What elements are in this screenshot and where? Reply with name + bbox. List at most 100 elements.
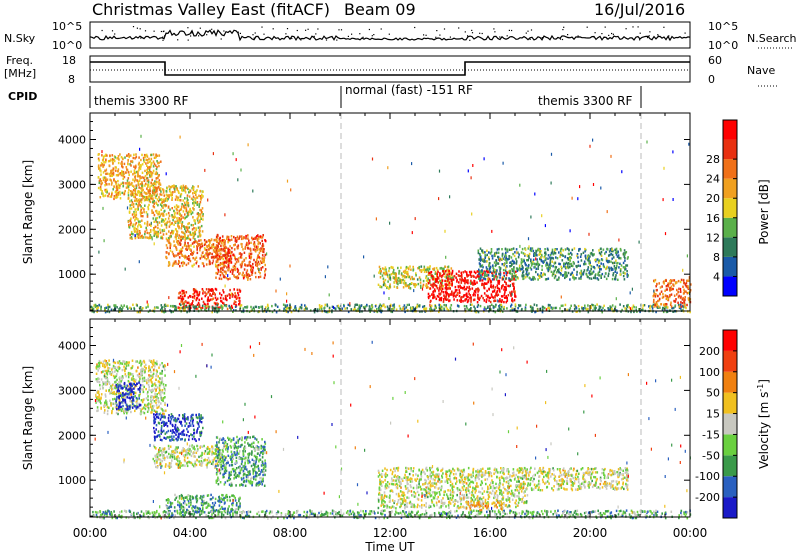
power-cell (178, 199, 181, 202)
power-cell (569, 307, 572, 310)
power-cell (434, 307, 437, 310)
power-cell (641, 307, 644, 310)
power-cell (453, 294, 456, 297)
velocity-cell (146, 392, 149, 395)
power-cell (111, 169, 114, 172)
power-cell (380, 307, 382, 310)
power-cell (110, 183, 113, 186)
power-cell (413, 282, 415, 286)
power-cell (489, 262, 491, 265)
power-cell (162, 220, 165, 223)
power-cell (447, 265, 450, 268)
power-cell (220, 293, 223, 297)
power-cell (480, 265, 482, 268)
power-cell (211, 310, 213, 314)
power-cell (114, 166, 117, 169)
power-cell (102, 165, 104, 168)
power-cell (197, 221, 200, 224)
power-cell (171, 216, 174, 219)
power-cell (340, 308, 343, 311)
power-cell (519, 183, 521, 187)
power-cell (144, 204, 146, 207)
power-cell (123, 304, 125, 307)
power-cell (105, 158, 107, 161)
power-cell (473, 298, 476, 301)
power-cell (666, 295, 668, 298)
velocity-cell (112, 387, 114, 390)
power-cell (478, 289, 480, 292)
power-cell (148, 198, 151, 201)
power-cell (492, 286, 495, 289)
power-cell (207, 296, 209, 299)
power-cell (195, 307, 198, 310)
power-cell (446, 273, 449, 276)
power-cell (474, 307, 476, 310)
power-cell (387, 166, 389, 170)
power-cell (530, 268, 533, 271)
power-cell (125, 171, 127, 174)
power-cell (97, 153, 100, 156)
power-cell (669, 282, 671, 285)
power-cell (137, 191, 140, 194)
power-cell (318, 304, 321, 307)
power-cell (145, 228, 148, 232)
power-cell (198, 298, 201, 302)
power-cell (497, 251, 500, 254)
power-cell (138, 202, 140, 205)
power-cell (537, 265, 540, 268)
power-cell (139, 220, 141, 223)
power-cell (216, 260, 219, 263)
power-cell (481, 273, 484, 276)
power-cell (156, 233, 159, 236)
power-cell (528, 256, 530, 260)
power-cell (225, 270, 227, 273)
power-cell (665, 279, 667, 282)
power-cell (686, 279, 688, 282)
power-cell (489, 267, 492, 270)
power-cell (241, 273, 244, 277)
power-cell (134, 191, 137, 194)
power-cell (160, 160, 162, 163)
power-cell (427, 268, 429, 271)
power-cell (108, 183, 110, 186)
power-cell (141, 187, 143, 190)
power-cell (155, 188, 157, 191)
power-cell (373, 274, 375, 278)
power-cell (546, 267, 548, 270)
power-cell (550, 264, 552, 267)
power-cell (174, 308, 176, 311)
power-cell (194, 232, 197, 236)
power-cell (192, 208, 195, 211)
power-cell (290, 188, 292, 192)
power-cell (159, 187, 162, 190)
power-cell (199, 246, 201, 250)
power-cell (161, 218, 163, 221)
power-cell (178, 234, 180, 237)
power-cell (251, 265, 253, 268)
power-cell (234, 265, 237, 269)
power-cell (388, 277, 391, 280)
power-cell (195, 227, 197, 230)
power-cell (141, 198, 143, 201)
nsky-point (561, 38, 564, 41)
power-cell (673, 299, 675, 303)
power-cell (230, 257, 233, 260)
power-cell (132, 156, 135, 160)
power-cell (299, 306, 302, 309)
power-cell (486, 249, 488, 252)
power-cell (537, 262, 539, 266)
power-cell (467, 281, 469, 285)
power-cell (468, 270, 471, 274)
power-cell (511, 259, 514, 263)
power-cell (626, 264, 629, 267)
power-cell (147, 205, 149, 209)
power-cell (473, 282, 475, 285)
power-cell (138, 161, 140, 165)
power-cell (627, 274, 629, 277)
power-cell (108, 305, 111, 309)
power-cell (438, 289, 440, 292)
power-cell (139, 182, 142, 186)
power-cell (237, 276, 240, 280)
power-cell (215, 276, 217, 279)
power-cell (597, 273, 599, 276)
